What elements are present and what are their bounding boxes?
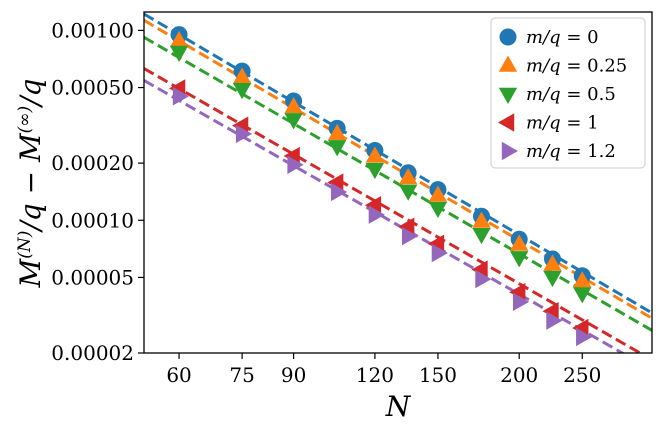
y-axis-title: M(N)/q − M(∞)/q <box>14 79 47 289</box>
data-point-s1-5 <box>398 167 418 185</box>
svg-text:M(N)/q − M(∞)/q: M(N)/q − M(∞)/q <box>14 79 47 289</box>
legend-marker-3 <box>498 113 515 132</box>
fit-line-1 <box>144 19 652 320</box>
data-point-s2-7 <box>472 227 491 245</box>
x-tick-label-3: 120 <box>356 363 394 387</box>
data-point-s1-3 <box>327 123 347 141</box>
data-point-s4-10 <box>576 327 593 347</box>
x-axis-title: N <box>385 390 412 423</box>
x-tick-label-6: 250 <box>563 363 601 387</box>
legend-frame <box>490 17 646 169</box>
data-point-s4-8 <box>513 292 530 312</box>
data-point-s1-0 <box>169 30 189 48</box>
y-tick-label-4: 0.00050 <box>51 76 134 100</box>
legend-label-4: m/q = 1.2 <box>526 141 616 162</box>
data-point-s3-6 <box>427 234 445 253</box>
x-tick-label-4: 150 <box>419 363 457 387</box>
fit-line-3 <box>144 67 644 353</box>
data-point-s3-4 <box>364 196 382 215</box>
data-point-s1-6 <box>428 185 448 202</box>
fit-line-0 <box>144 12 652 315</box>
fit-lines <box>144 12 652 353</box>
x-tick-label-5: 200 <box>500 363 538 387</box>
legend-label-1: m/q = 0.25 <box>526 56 627 77</box>
data-point-s3-8 <box>509 283 526 302</box>
data-point-s3-5 <box>398 217 415 236</box>
data-point-s1-8 <box>510 234 529 251</box>
data-point-s2-4 <box>365 162 385 180</box>
legend-marker-0 <box>499 28 517 46</box>
data-point-s3-3 <box>327 173 344 192</box>
data-point-s2-3 <box>327 140 347 157</box>
data-point-s4-0 <box>172 87 190 106</box>
data-point-s4-4 <box>368 205 385 224</box>
y-axis: 0.00002 0.00005 0.00010 0.00020 0.00050 0.001… <box>51 18 144 365</box>
data-point-s3-9 <box>542 302 559 321</box>
data-point-s2-5 <box>398 184 418 201</box>
data-point-s1-2 <box>284 96 303 114</box>
data-point-s2-10 <box>573 287 592 304</box>
data-point-s4-9 <box>546 311 563 330</box>
data-markers <box>169 26 593 347</box>
data-point-s2-0 <box>169 45 189 62</box>
data-point-s4-3 <box>330 182 348 202</box>
data-point-s2-9 <box>543 270 562 288</box>
y-tick-label-2: 0.00010 <box>51 208 134 232</box>
data-point-s4-2 <box>287 155 304 174</box>
data-point-s2-2 <box>284 113 303 130</box>
data-point-s1-10 <box>573 271 592 288</box>
x-tick-label-2: 90 <box>281 363 306 387</box>
legend-label-0: m/q = 0 <box>526 27 599 48</box>
plot-frame <box>143 11 653 354</box>
x-tick-label-0: 60 <box>166 363 191 387</box>
data-point-s4-7 <box>475 269 492 289</box>
data-point-s4-5 <box>401 226 419 246</box>
y-tick-label-3: 0.00020 <box>51 151 134 175</box>
legend-label-3: m/q = 1 <box>526 113 599 134</box>
data-point-s2-6 <box>428 201 448 219</box>
y-tick-label-0: 0.00002 <box>51 341 134 365</box>
data-point-s2-8 <box>510 251 529 268</box>
legend-marker-4 <box>501 141 518 161</box>
y-tick-label-1: 0.00005 <box>51 265 134 289</box>
fit-line-4 <box>144 79 626 353</box>
y-tick-label-5: 0.00100 <box>51 18 134 42</box>
data-point-s1-7 <box>472 211 491 228</box>
data-point-s1-9 <box>543 254 562 271</box>
x-tick-label-1: 75 <box>229 363 254 387</box>
data-point-s4-6 <box>431 243 448 263</box>
legend-marker-2 <box>498 87 518 104</box>
legend-marker-1 <box>498 55 518 72</box>
x-axis: 60 75 90 120 150 200 250 <box>166 353 601 387</box>
data-point-s4-1 <box>235 124 253 144</box>
fit-line-2 <box>144 35 652 332</box>
data-point-s2-1 <box>232 83 252 100</box>
data-point-s3-7 <box>471 260 488 279</box>
legend-label-2: m/q = 0.5 <box>526 84 616 105</box>
data-point-s1-4 <box>365 146 385 163</box>
data-point-s1-1 <box>232 67 252 84</box>
legend: m/q = 0 m/q = 0.25 m/q = 0.5 m/q = 1 m/q = 1… <box>490 17 646 169</box>
